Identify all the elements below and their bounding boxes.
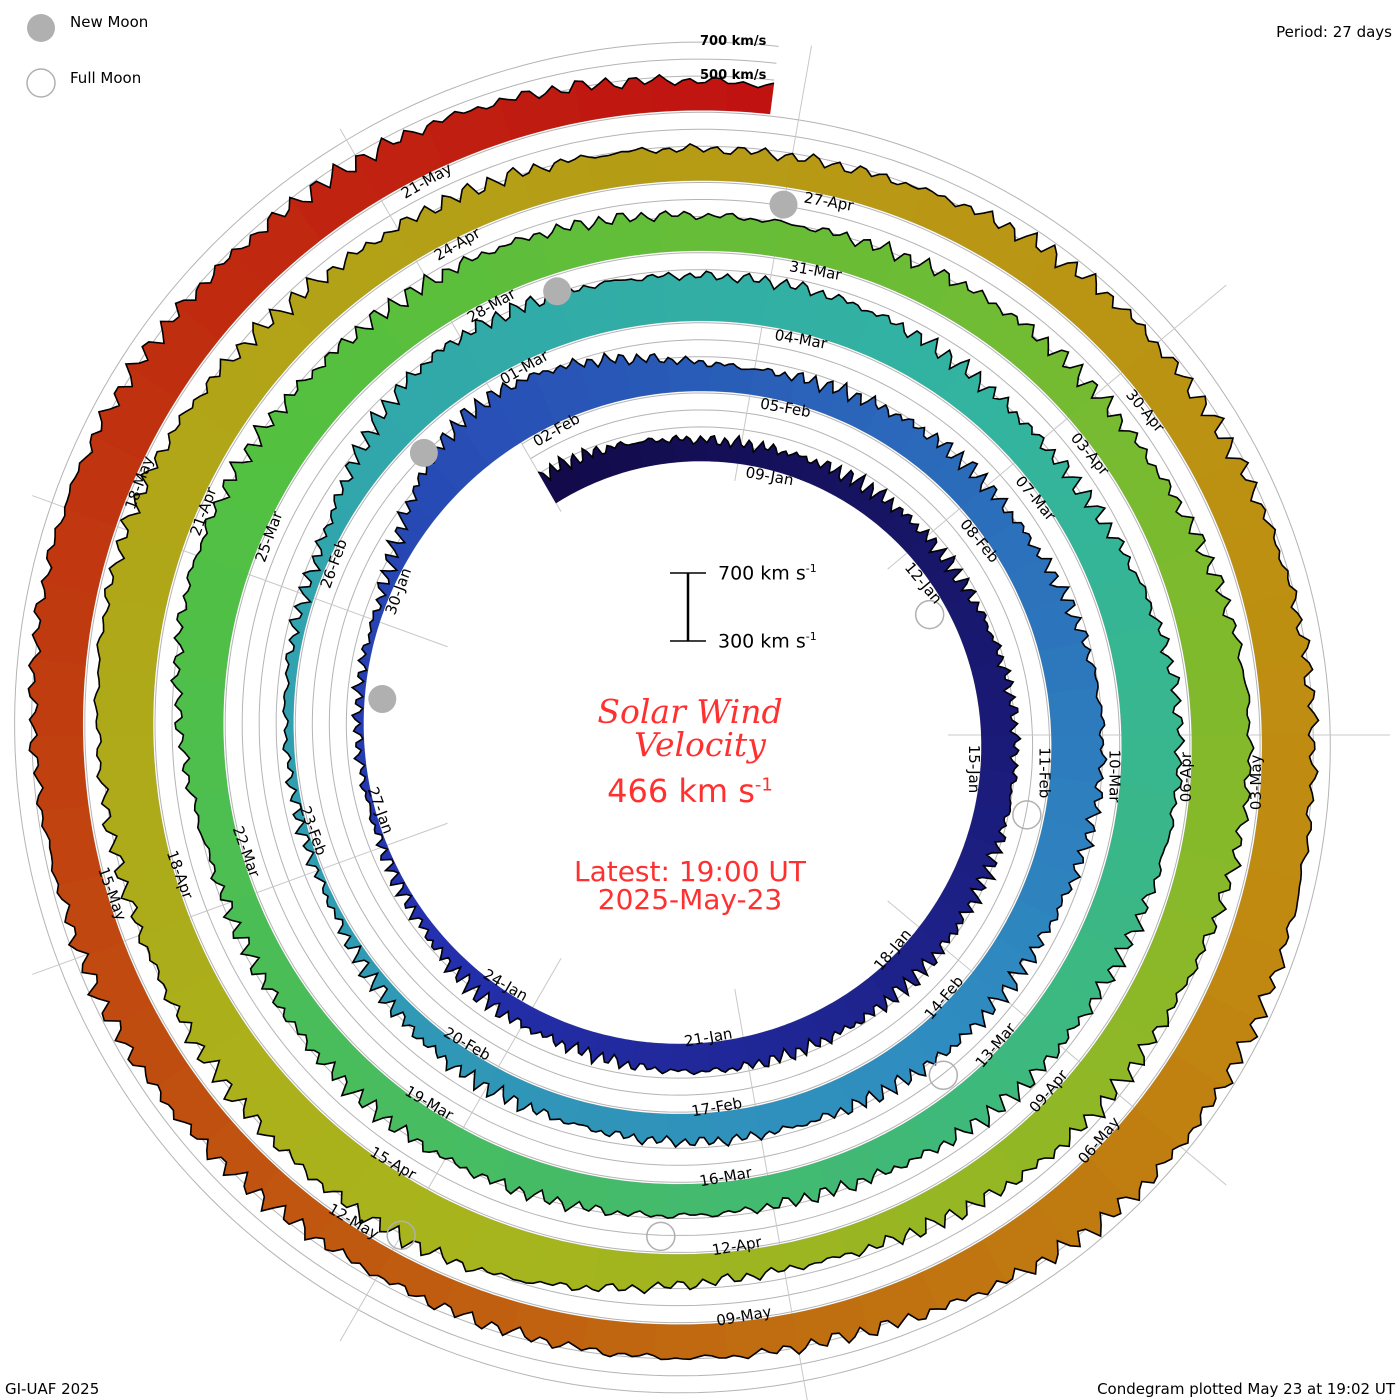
full-moon-legend-icon (26, 68, 56, 98)
date-label: 11-Feb (1035, 747, 1053, 798)
speed-segment (655, 143, 725, 183)
new-moon-marker (543, 277, 572, 306)
date-label: 10-Mar (1106, 750, 1124, 804)
speed-segment (1119, 734, 1185, 792)
speed-segment (1186, 670, 1251, 736)
chart-title: Solar Wind Velocity (560, 695, 820, 761)
speed-segment (726, 81, 775, 115)
speed-segment (1189, 734, 1255, 801)
ref-700-label: 700 km/s (700, 34, 767, 49)
date-label: 15-Jan (965, 745, 983, 793)
latest-time: Latest: 19:00 UT (573, 855, 807, 888)
new-moon-marker (769, 190, 798, 219)
moon-markers (368, 190, 1042, 1252)
speed-segment (619, 1109, 669, 1146)
speed-segment (41, 805, 102, 886)
speed-segment (587, 147, 659, 192)
legend-full-moon: Full Moon (70, 69, 142, 87)
radial-spoke (887, 284, 1227, 570)
scale-top-label: 700 km s-1 (718, 562, 817, 585)
radial-spoke (734, 45, 813, 482)
new-moon-marker (368, 685, 397, 714)
speed-segment (609, 274, 667, 330)
new-moon-marker (409, 438, 438, 467)
speed-segment (170, 674, 226, 736)
speed-segment (980, 734, 1021, 774)
speed-segment (653, 1322, 727, 1360)
scale-bar (670, 572, 706, 642)
speed-segment (742, 1027, 785, 1069)
speed-segment (1050, 734, 1107, 783)
speed-segment (604, 1179, 665, 1218)
footer-plot-time: Condegram plotted May 23 at 19:02 UT (1097, 1380, 1395, 1398)
speed-segment (32, 580, 97, 665)
speed-segment (662, 270, 717, 323)
speed-segment (591, 1248, 661, 1294)
date-label: 03-May (1247, 754, 1265, 810)
speed-segment (849, 165, 927, 222)
speed-segment (791, 1296, 870, 1355)
date-label: 27-Jan (364, 784, 397, 836)
speed-segment (459, 167, 533, 231)
speed-segment (1248, 801, 1312, 881)
new-moon-legend-icon (27, 14, 55, 42)
speed-segment (755, 1094, 808, 1141)
footer-credit: GI-UAF 2025 (5, 1380, 100, 1398)
speed-segment (721, 147, 793, 188)
speed-outline (27, 73, 1320, 1361)
speed-segment (81, 941, 153, 1022)
full-moon-marker (914, 599, 945, 630)
reference-spiral-700 (14, 41, 1331, 1394)
speed-segment (522, 154, 595, 208)
speed-segment (1175, 607, 1244, 678)
speed-segment (28, 657, 86, 736)
legend-new-moon: New Moon (70, 13, 149, 31)
scale-bottom-label: 300 km s-1 (718, 630, 817, 653)
speed-segment (426, 97, 513, 166)
speed-segment (530, 1086, 581, 1125)
date-label: 06-Apr (1177, 751, 1195, 802)
speed-segment (709, 362, 755, 395)
full-moon-marker (928, 1060, 959, 1091)
full-moon-marker (386, 1220, 416, 1250)
full-moon-marker (646, 1221, 676, 1252)
speed-segment (1117, 677, 1184, 736)
reference-spiral-600 (31, 58, 1314, 1377)
latest-date: 2025-May-23 (597, 883, 783, 916)
speed-data (27, 73, 1320, 1361)
current-speed: 466 km s-1 (607, 772, 773, 810)
speed-segment (1259, 734, 1319, 808)
speed-segment (178, 734, 228, 794)
title-line-2: Velocity (634, 725, 766, 764)
full-moon-marker (1012, 800, 1042, 830)
period-label: Period: 27 days (1276, 23, 1392, 41)
speed-segment (659, 210, 721, 253)
speed-segment (1243, 590, 1310, 670)
ref-500-label: 500 km/s (700, 68, 767, 83)
speed-segment (93, 665, 156, 736)
title-line-1: Solar Wind (597, 692, 783, 731)
speed-segment (713, 273, 771, 326)
